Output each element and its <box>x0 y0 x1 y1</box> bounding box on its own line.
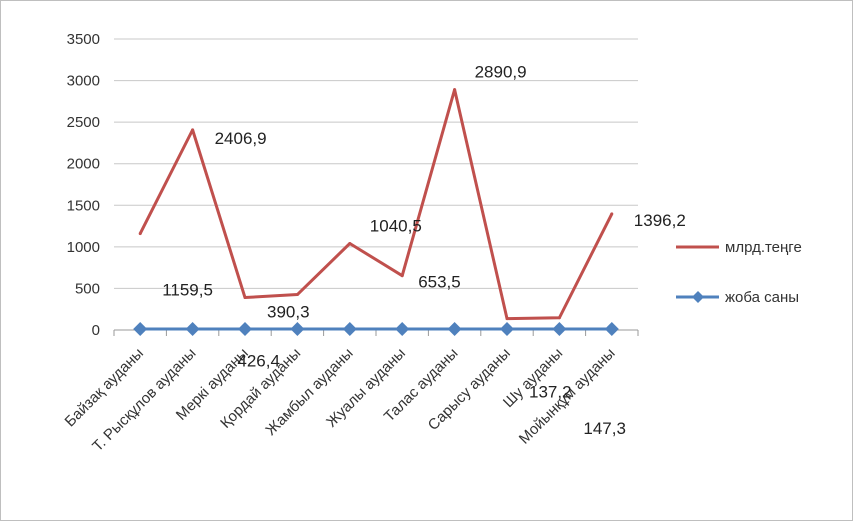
series-point-marker <box>342 322 357 337</box>
y-tick-label: 2500 <box>67 114 100 131</box>
series-point <box>453 88 457 92</box>
y-tick-label: 1000 <box>67 239 100 256</box>
legend: млрд.теңге жоба саны <box>676 239 802 306</box>
data-label: 390,3 <box>267 303 310 322</box>
y-tick-label: 3000 <box>67 73 100 90</box>
data-label: 2890,9 <box>475 63 527 82</box>
series-point-marker <box>185 322 200 337</box>
data-label: 1159,5 <box>162 281 213 300</box>
data-label: 426,4 <box>237 352 280 371</box>
series-point <box>557 316 561 320</box>
series-point <box>348 241 352 245</box>
series-point <box>400 274 404 278</box>
gridlines <box>114 38 638 331</box>
series-point-marker <box>238 322 252 337</box>
series-point <box>243 296 247 300</box>
series-point-marker <box>500 322 514 337</box>
series-point-marker <box>133 322 148 337</box>
y-tick-label: 2000 <box>67 156 100 173</box>
y-tick-label: 1500 <box>67 197 100 214</box>
series-point-marker <box>604 322 619 337</box>
data-label: 1040,5 <box>370 216 422 235</box>
series-point-marker <box>395 322 410 337</box>
series-point <box>610 212 614 216</box>
series-point-marker <box>290 322 305 337</box>
data-label: 147,3 <box>583 419 626 438</box>
data-label: 137,2 <box>529 383 572 402</box>
series <box>133 88 619 337</box>
series-line-0 <box>138 88 614 321</box>
series-point-marker <box>447 322 462 337</box>
series-point <box>191 128 195 132</box>
data-labels: 1159,5 2406,9 390,3 426,4 1040,5 653,5 2890,9 1… <box>162 63 686 438</box>
legend-label: жоба саны <box>725 289 799 306</box>
series-point-marker <box>552 322 567 337</box>
series-point <box>295 293 299 297</box>
legend-label: млрд.теңге <box>725 239 802 256</box>
y-tick-label: 0 <box>92 322 100 339</box>
data-label: 653,5 <box>418 273 461 292</box>
data-label: 2406,9 <box>215 129 267 148</box>
series-point <box>505 317 509 321</box>
series-point <box>138 232 142 236</box>
x-tick-label: Т. Рысқұлов ауданы <box>89 345 199 455</box>
y-tick-label: 500 <box>75 280 100 297</box>
y-axis-ticks: 0 500 1000 1500 2000 2500 3000 3500 <box>67 31 100 339</box>
legend-marker <box>692 291 704 303</box>
y-tick-label: 3500 <box>67 31 100 48</box>
data-label: 1396,2 <box>634 211 686 230</box>
